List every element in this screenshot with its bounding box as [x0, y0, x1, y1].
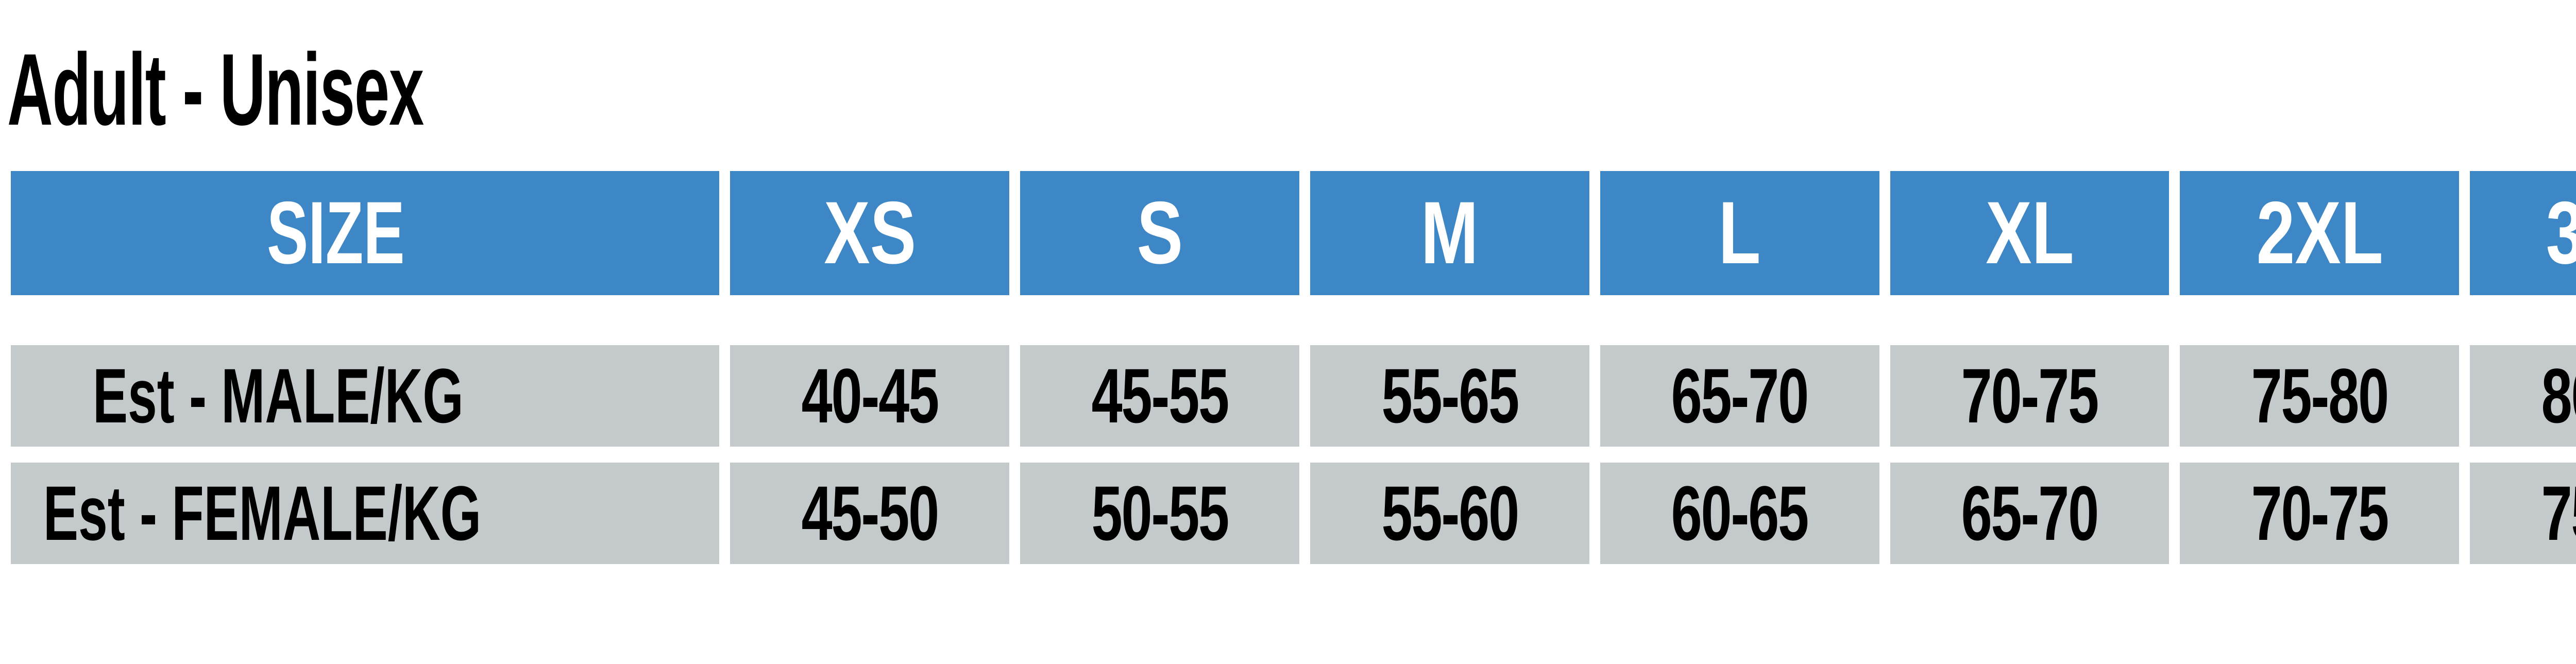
header-cell-xl: XL [1890, 171, 2170, 295]
cell-female-l: 60-65 [1600, 463, 1879, 564]
page-title: Adult - Unisex [7, 32, 424, 146]
cell-value: 45-55 [1091, 352, 1229, 439]
cell-value: 40-45 [801, 352, 940, 439]
cell-value: 70-75 [2251, 470, 2389, 556]
cell-male-xl: 70-75 [1890, 345, 2170, 447]
row-label-female: Est - FEMALE/KG [11, 463, 720, 564]
spacer-cell [2470, 295, 2576, 345]
gap-cell [11, 447, 720, 463]
spacer-cell [1310, 295, 1589, 345]
header-label-3xl: 3XL [2546, 171, 2576, 295]
gap-cell [2470, 447, 2576, 463]
cell-female-s: 50-55 [1020, 463, 1300, 564]
cell-value: 65-70 [1961, 470, 2099, 556]
header-body-spacer [11, 295, 2576, 345]
cell-value: 55-65 [1381, 352, 1519, 439]
header-label-xs: XS [823, 183, 916, 282]
spacer-cell [1020, 295, 1300, 345]
size-chart-table: SIZE XS S M L XL 2XL [0, 171, 2576, 564]
header-label-size: SIZE [266, 183, 405, 282]
gap-cell [730, 447, 1010, 463]
table-row: Est - FEMALE/KG 45-50 50-55 55-60 60-65 … [11, 463, 2576, 564]
row-gap [11, 447, 2576, 463]
spacer-cell [2180, 295, 2460, 345]
header-cell-2xl: 2XL [2180, 171, 2460, 295]
cell-male-l: 65-70 [1600, 345, 1879, 447]
cell-male-3xl: 80-85 [2470, 345, 2576, 447]
cell-value: 80-85 [2541, 352, 2576, 439]
row-label-male: Est - MALE/KG [11, 345, 720, 447]
cell-female-3xl: 75-80 [2470, 463, 2576, 564]
cell-value: 65-70 [1671, 352, 1809, 439]
cell-value: 50-55 [1091, 470, 1229, 556]
cell-male-xs: 40-45 [730, 345, 1010, 447]
cell-male-2xl: 75-80 [2180, 345, 2460, 447]
spacer-cell [1890, 295, 2170, 345]
cell-female-xs: 45-50 [730, 463, 1010, 564]
header-cell-l: L [1600, 171, 1879, 295]
cell-female-xl: 65-70 [1890, 463, 2170, 564]
gap-cell [1600, 447, 1879, 463]
header-label-2xl: 2XL [2256, 183, 2383, 282]
table-row: Est - MALE/KG 40-45 45-55 55-65 65-70 70… [11, 345, 2576, 447]
row-label-male-text: Est - MALE/KG [92, 352, 464, 439]
header-cell-3xl: 3XL [2470, 171, 2576, 295]
gap-cell [1310, 447, 1589, 463]
cell-value: 55-60 [1381, 470, 1519, 556]
cell-value: 75-80 [2541, 470, 2576, 556]
spacer-cell [730, 295, 1010, 345]
spacer-cell [11, 295, 720, 345]
header-label-xl: XL [1985, 183, 2074, 282]
header-label-l: L [1718, 183, 1761, 282]
cell-male-s: 45-55 [1020, 345, 1300, 447]
header-cell-s: S [1020, 171, 1300, 295]
table-header-row: SIZE XS S M L XL 2XL [11, 171, 2576, 295]
header-cell-size: SIZE [11, 171, 720, 295]
cell-value: 60-65 [1671, 470, 1809, 556]
header-cell-xs: XS [730, 171, 1010, 295]
cell-value: 75-80 [2251, 352, 2389, 439]
header-cell-m: M [1310, 171, 1589, 295]
cell-female-2xl: 70-75 [2180, 463, 2460, 564]
header-label-m: M [1421, 183, 1479, 282]
cell-male-m: 55-65 [1310, 345, 1589, 447]
spacer-cell [1600, 295, 1879, 345]
gap-cell [2180, 447, 2460, 463]
gap-cell [1890, 447, 2170, 463]
row-label-female-text: Est - FEMALE/KG [43, 470, 481, 556]
cell-value: 45-50 [801, 470, 940, 556]
header-label-s: S [1137, 183, 1183, 282]
gap-cell [1020, 447, 1300, 463]
cell-female-m: 55-60 [1310, 463, 1589, 564]
cell-value: 70-75 [1961, 352, 2099, 439]
